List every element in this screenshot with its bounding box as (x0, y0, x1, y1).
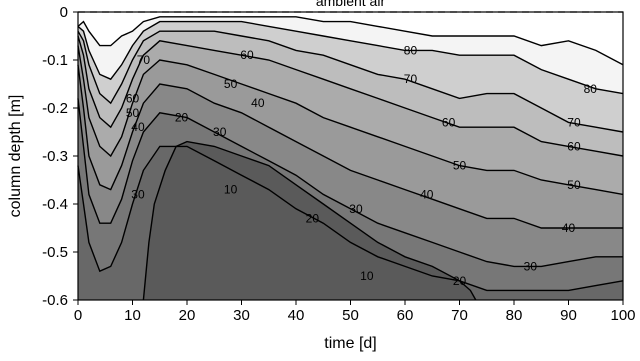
contour-label-50: 50 (567, 178, 581, 192)
x-tick-label: 20 (179, 307, 196, 324)
band-below-10 (143, 141, 476, 300)
y-tick-label: -0.4 (42, 196, 68, 213)
contour-label-60: 60 (442, 115, 456, 129)
contour-label-30: 30 (213, 125, 227, 139)
contour-label-30: 30 (131, 187, 145, 201)
x-tick-label: 70 (451, 307, 468, 324)
contour-label-10: 10 (224, 183, 238, 197)
contour-label-70: 70 (567, 115, 581, 129)
y-tick-label: 0 (60, 4, 68, 21)
y-tick-label: -0.2 (42, 100, 68, 117)
contour-line-40 (77, 64, 623, 229)
contour-lines (77, 16, 624, 301)
contour-label-30: 30 (524, 259, 538, 273)
y-axis-ticks: 0 -0.1 -0.2 -0.3 -0.4 -0.5 -0.6 (42, 4, 78, 309)
contour-line-50 (77, 45, 624, 196)
contour-line-80 (77, 20, 624, 95)
contour-line-20 (77, 145, 624, 292)
contour-label-10: 10 (360, 269, 374, 283)
x-tick-label: 30 (233, 307, 250, 324)
y-axis-title: column depth [m] (7, 95, 24, 218)
contour-label-40: 40 (562, 221, 576, 235)
y-tick-label: -0.5 (42, 244, 68, 261)
contour-fills (78, 16, 623, 301)
contour-label-50: 50 (453, 159, 467, 173)
contour-label-50: 50 (126, 106, 140, 120)
contour-line-10 (142, 140, 477, 301)
y-tick-label: -0.3 (42, 148, 68, 165)
contour-label-60: 60 (567, 139, 581, 153)
contour-line-top (77, 16, 624, 66)
contour-label-20: 20 (453, 274, 467, 288)
contour-label-30: 30 (349, 202, 363, 216)
contour-label-60: 60 (126, 91, 140, 105)
x-tick-label: 80 (506, 307, 523, 324)
x-tick-label: 90 (560, 307, 577, 324)
x-tick-label: 40 (288, 307, 305, 324)
x-tick-label: 60 (397, 307, 414, 324)
x-tick-label: 100 (610, 307, 635, 324)
contour-label-20: 20 (306, 211, 320, 225)
contour-line-60 (77, 35, 624, 157)
contour-labels: 8080707070606060605050505040404040303030… (126, 43, 598, 288)
contour-line-70 (77, 30, 624, 133)
y-tick-label: -0.1 (42, 52, 68, 69)
contour-label-70: 70 (137, 53, 151, 67)
x-axis-title: time [d] (324, 335, 376, 352)
x-tick-label: 0 (74, 307, 82, 324)
contour-line-30 (77, 98, 623, 268)
contour-label-20: 20 (175, 111, 189, 125)
contour-label-70: 70 (404, 72, 418, 86)
x-tick-label: 10 (124, 307, 141, 324)
contour-label-60: 60 (240, 48, 254, 62)
contour-label-80: 80 (584, 82, 598, 96)
contour-label-80: 80 (404, 43, 418, 57)
contour-label-40: 40 (131, 120, 145, 134)
contour-label-40: 40 (251, 96, 265, 110)
contour-label-40: 40 (420, 187, 434, 201)
x-axis-ticks: 0 10 20 30 40 50 60 70 80 90 100 (74, 300, 636, 324)
x-tick-label: 50 (342, 307, 359, 324)
ambient-air-label: ambient air (316, 0, 386, 9)
contour-label-50: 50 (224, 77, 238, 91)
y-tick-label: -0.6 (42, 292, 68, 309)
